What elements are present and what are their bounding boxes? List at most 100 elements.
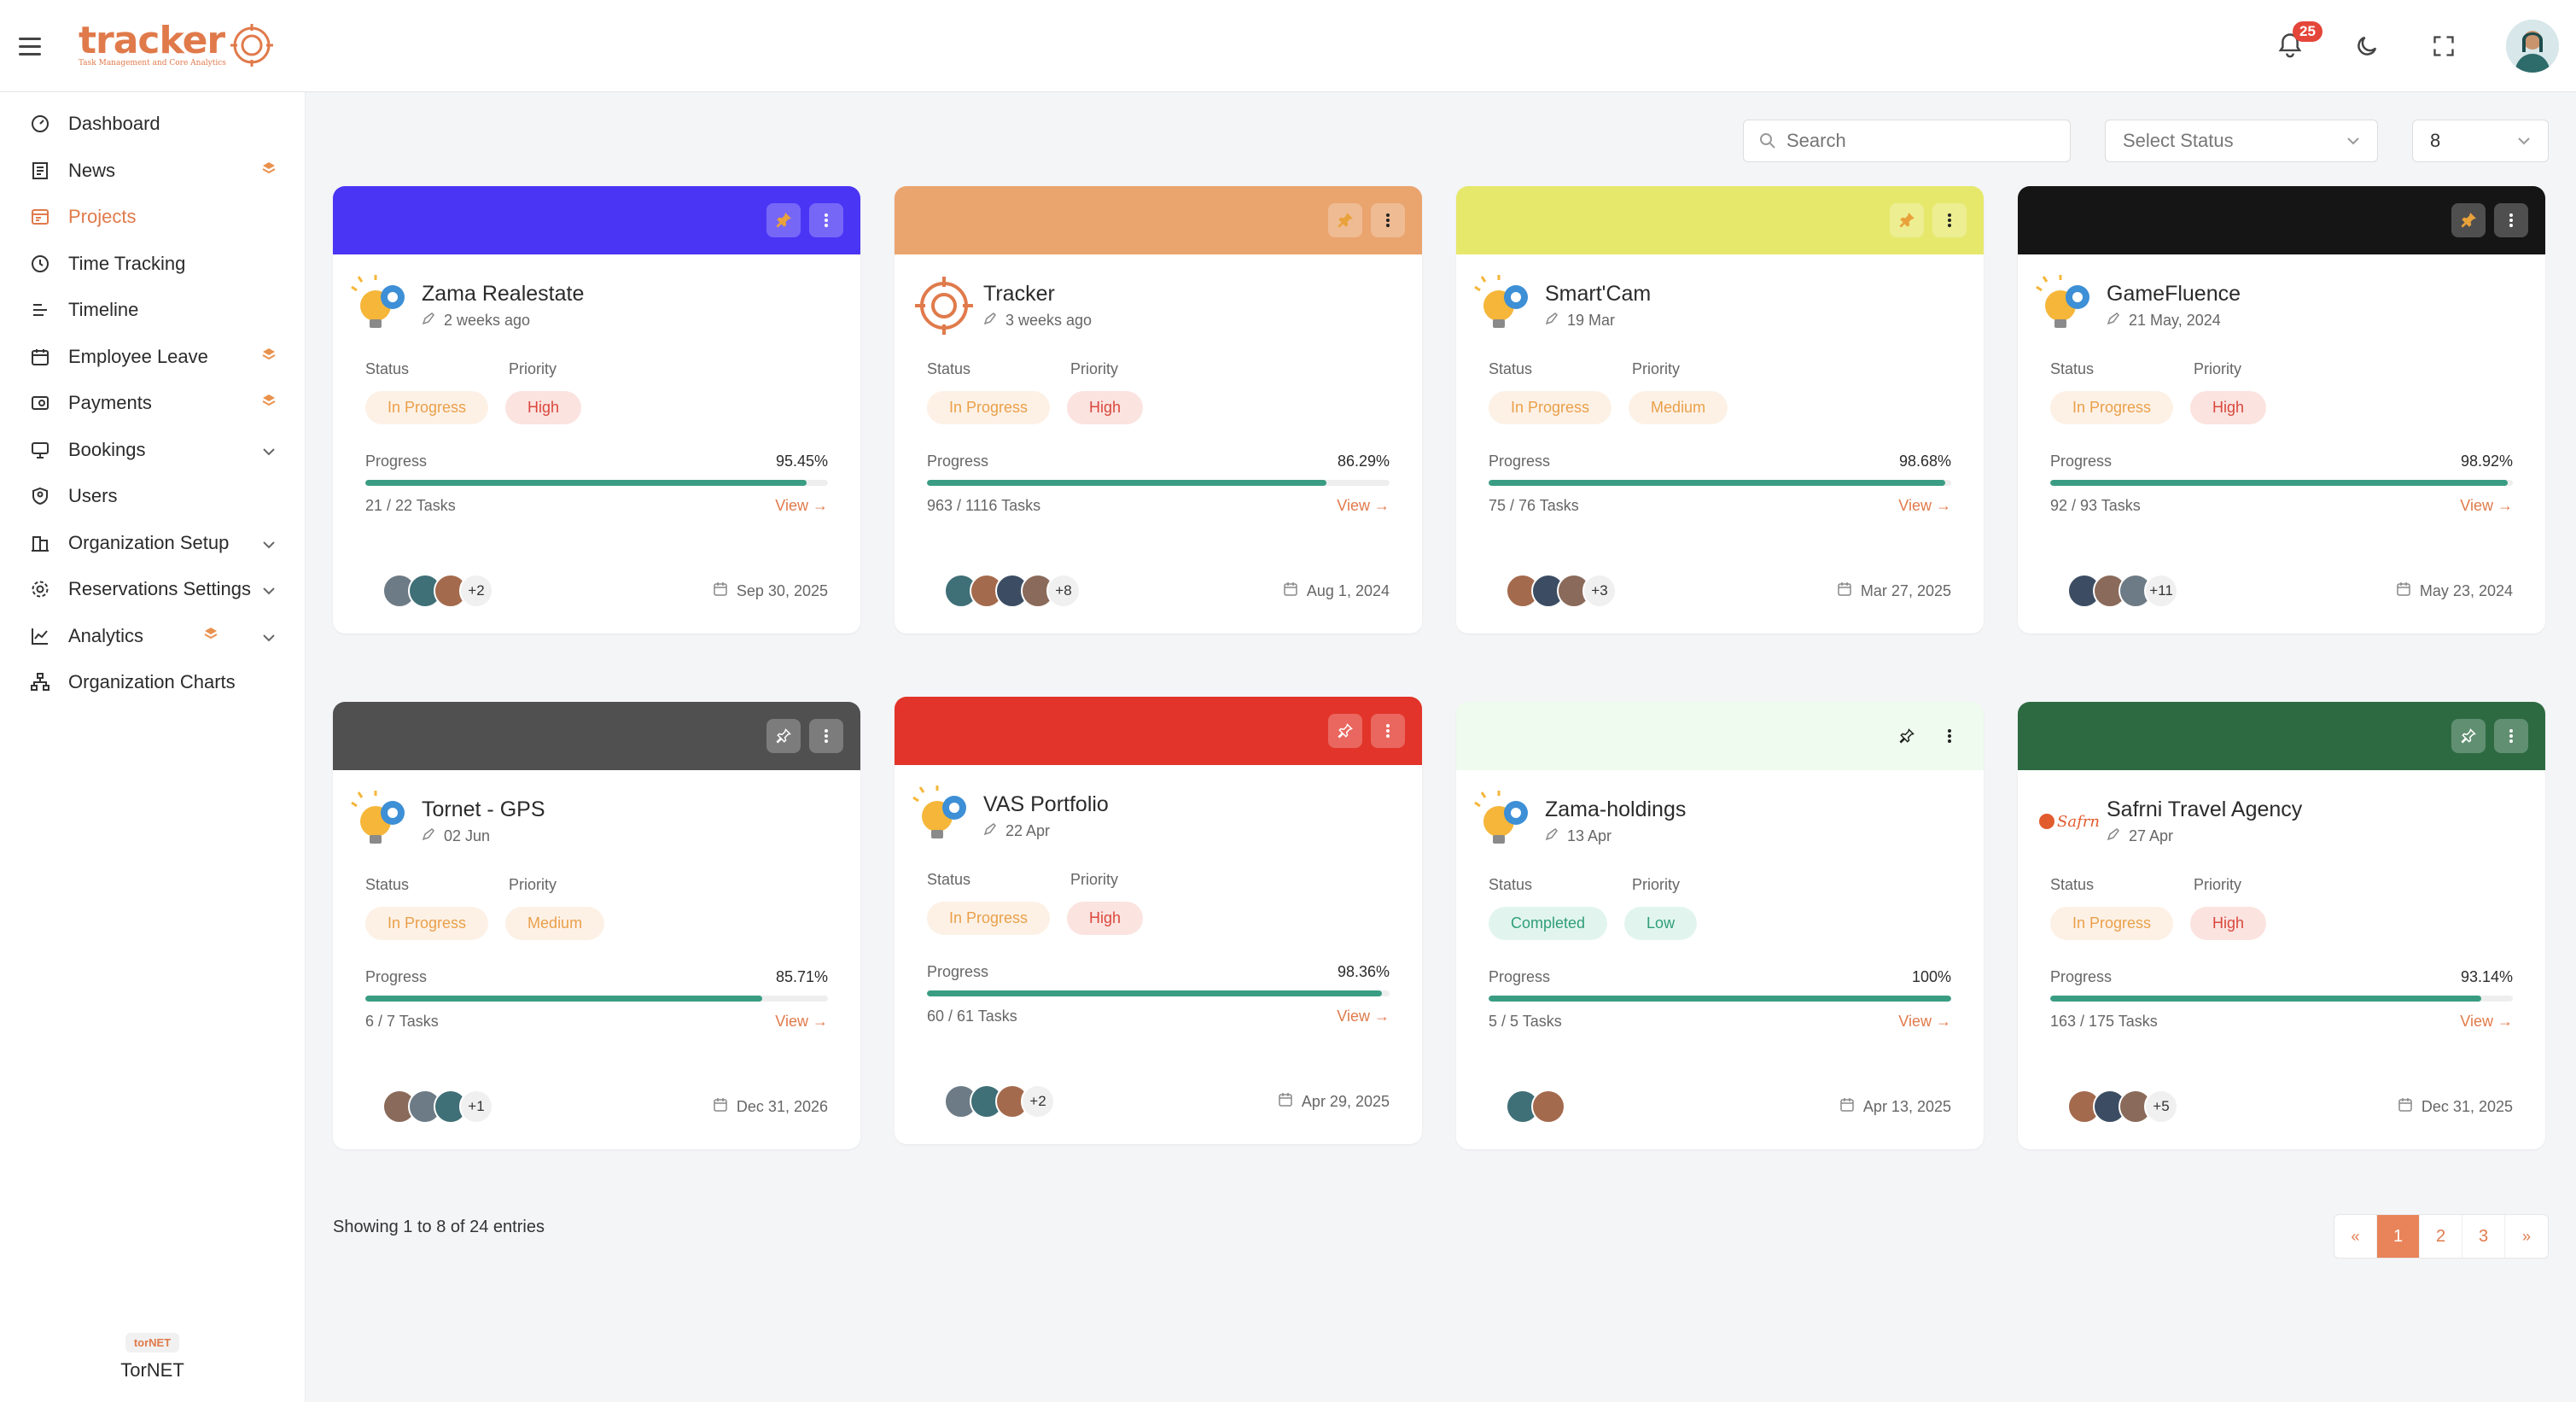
page-button-3[interactable]: 3 [2462, 1215, 2505, 1258]
more-options-button[interactable] [1932, 203, 1967, 237]
chevron-down-icon[interactable] [262, 578, 276, 600]
pin-button[interactable] [1328, 714, 1362, 748]
sidebar-item-time-tracking[interactable]: Time Tracking [0, 241, 305, 288]
more-options-button[interactable] [809, 203, 843, 237]
more-options-button[interactable] [1932, 719, 1967, 753]
team-avatars[interactable] [1506, 1089, 1565, 1124]
sidebar-item-employee-leave[interactable]: Employee Leave [0, 334, 305, 381]
sidebar-item-users[interactable]: Users [0, 473, 305, 520]
view-link[interactable]: View → [1898, 1013, 1951, 1030]
project-card[interactable]: GameFluence 21 May, 2024 Status Priority In … [2018, 186, 2545, 634]
search-box[interactable] [1743, 120, 2071, 162]
menu-toggle-icon[interactable] [19, 38, 41, 56]
member-avatar[interactable] [1531, 1089, 1565, 1124]
app-logo[interactable]: tracker Task Management and Core Analyti… [79, 19, 283, 79]
chevron-down-icon[interactable] [262, 439, 276, 461]
pin-button[interactable] [766, 203, 801, 237]
pin-button[interactable] [766, 719, 801, 753]
view-link[interactable]: View → [2460, 1013, 2513, 1030]
more-members-count[interactable]: +2 [459, 574, 493, 608]
more-members-count[interactable]: +5 [2144, 1089, 2178, 1124]
view-link[interactable]: View → [1337, 497, 1390, 514]
team-avatars[interactable]: +5 [2067, 1089, 2178, 1124]
user-avatar[interactable] [2506, 20, 2559, 73]
card-body: Tracker 3 weeks ago Status Priority In Progr… [895, 254, 1422, 634]
status-badge: In Progress [365, 907, 489, 940]
card-header [333, 186, 860, 254]
chevron-down-icon[interactable] [262, 625, 276, 647]
pencil-icon [1545, 827, 1559, 845]
search-input[interactable] [1786, 130, 2043, 152]
badges: In Progress Medium [1489, 391, 1728, 424]
team-avatars[interactable]: +2 [382, 574, 493, 608]
page-next-button[interactable]: » [2521, 1227, 2531, 1245]
project-title[interactable]: Zama Realestate [422, 282, 585, 306]
team-avatars[interactable]: +2 [944, 1084, 1055, 1119]
per-page-select[interactable]: 8 [2412, 120, 2549, 162]
fullscreen-button[interactable] [2429, 32, 2458, 61]
view-link[interactable]: View → [775, 1013, 828, 1030]
more-options-button[interactable] [1371, 203, 1405, 237]
progress-bar-fill [365, 480, 807, 486]
more-members-count[interactable]: +8 [1046, 574, 1081, 608]
view-link[interactable]: View → [775, 497, 828, 514]
project-title[interactable]: Zama-holdings [1545, 797, 1687, 821]
page-button-1[interactable]: 1 [2377, 1215, 2420, 1258]
more-members-count[interactable]: +3 [1582, 574, 1617, 608]
project-card[interactable]: Zama-holdings 13 Apr Status Priority Complet… [1456, 702, 1984, 1149]
view-link[interactable]: View → [1898, 497, 1951, 514]
pin-button[interactable] [1890, 203, 1924, 237]
project-card[interactable]: Zama Realestate 2 weeks ago Status Priority… [333, 186, 860, 634]
more-members-count[interactable]: +2 [1021, 1084, 1055, 1119]
status-badge: In Progress [365, 391, 489, 424]
project-title[interactable]: VAS Portfolio [983, 792, 1109, 816]
team-avatars[interactable]: +8 [944, 574, 1081, 608]
page-prev-button[interactable]: « [2334, 1215, 2377, 1258]
status-select[interactable]: Select Status [2105, 120, 2378, 162]
project-title[interactable]: Tracker [983, 282, 1055, 306]
project-card[interactable]: Tornet - GPS 02 Jun Status Priority In Progr… [333, 702, 860, 1149]
team-avatars[interactable]: +11 [2067, 574, 2178, 608]
team-avatars[interactable]: +1 [382, 1089, 493, 1124]
progress-percent: 93.14% [2460, 968, 2513, 985]
project-title[interactable]: Tornet - GPS [422, 797, 545, 821]
sidebar-item-timeline[interactable]: Timeline [0, 287, 305, 334]
more-options-button[interactable] [2494, 203, 2528, 237]
pin-button[interactable] [2451, 203, 2486, 237]
project-card[interactable]: Tracker 3 weeks ago Status Priority In Progr… [895, 186, 1422, 634]
project-title[interactable]: GameFluence [2107, 282, 2241, 306]
org-chart-icon [29, 671, 51, 693]
more-members-count[interactable]: +11 [2144, 574, 2178, 608]
more-members-count[interactable]: +1 [459, 1089, 493, 1124]
page-button-2[interactable]: 2 [2420, 1215, 2462, 1258]
chevron-down-icon[interactable] [262, 532, 276, 554]
project-title[interactable]: Smart'Cam [1545, 282, 1652, 306]
more-options-button[interactable] [1371, 714, 1405, 748]
pin-button[interactable] [1328, 203, 1362, 237]
project-card[interactable]: Smart'Cam 19 Mar Status Priority In Progress… [1456, 186, 1984, 634]
more-options-button[interactable] [2494, 719, 2528, 753]
view-link[interactable]: View → [1337, 1008, 1390, 1025]
project-date: 27 Apr [2107, 827, 2302, 845]
sidebar-item-projects[interactable]: Projects [0, 194, 305, 241]
sidebar-item-reservations-settings[interactable]: Reservations Settings [0, 566, 305, 613]
view-link[interactable]: View → [2460, 497, 2513, 514]
sidebar-item-bookings[interactable]: Bookings [0, 427, 305, 474]
dark-mode-toggle[interactable] [2352, 32, 2381, 61]
sidebar-item-news[interactable]: News [0, 148, 305, 195]
project-card[interactable]: Safrni Safrni Travel Agency 27 Apr Status Pr… [2018, 702, 2545, 1149]
sidebar-item-dashboard[interactable]: Dashboard [0, 101, 305, 148]
sidebar-item-analytics[interactable]: Analytics [0, 613, 305, 660]
project-card[interactable]: VAS Portfolio 22 Apr Status Priority In Prog… [895, 697, 1422, 1144]
more-options-button[interactable] [809, 719, 843, 753]
sidebar-item-payments[interactable]: Payments [0, 380, 305, 427]
sidebar-item-organization-setup[interactable]: Organization Setup [0, 520, 305, 567]
notifications-button[interactable]: 25 [2276, 21, 2322, 61]
project-title[interactable]: Safrni Travel Agency [2107, 797, 2303, 821]
team-avatars[interactable]: +3 [1506, 574, 1617, 608]
pin-button[interactable] [2451, 719, 2486, 753]
sidebar-item-organization-charts[interactable]: Organization Charts [0, 659, 305, 706]
due-date: Dec 31, 2026 [713, 1097, 828, 1117]
project-logo-icon [1473, 789, 1538, 854]
pin-button[interactable] [1890, 719, 1924, 753]
